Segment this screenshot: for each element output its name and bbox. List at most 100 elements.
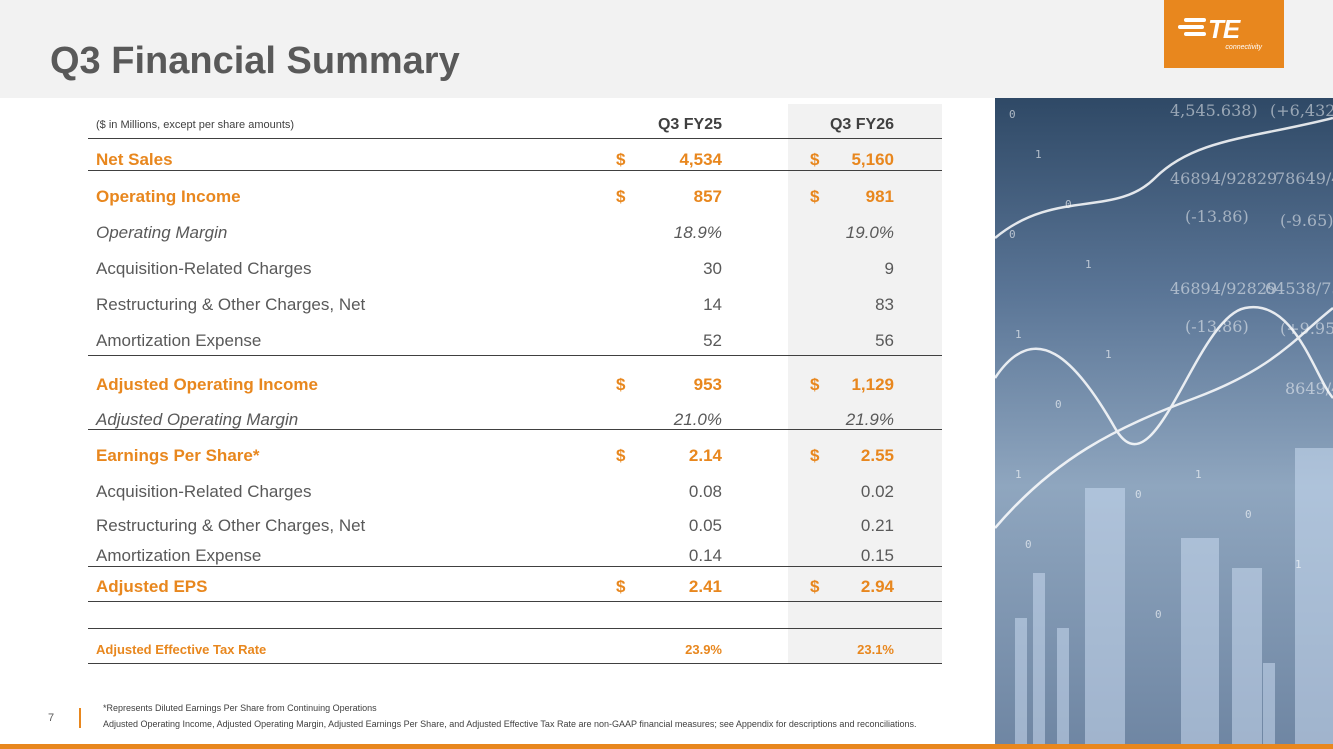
value-fy26: 83	[875, 295, 894, 314]
logo-subtext: connectivity	[1225, 44, 1262, 51]
row-label: Acquisition-Related Charges	[96, 259, 312, 278]
svg-text:46894/92829: 46894/92829	[1170, 279, 1277, 298]
value-fy26: 0.21	[860, 516, 894, 535]
row-label: Earnings Per Share*	[96, 446, 260, 465]
svg-text:8649/475: 8649/475	[1285, 379, 1333, 398]
svg-text:0: 0	[1135, 488, 1142, 501]
svg-text:1: 1	[1035, 148, 1042, 161]
value-fy25: 30	[703, 259, 722, 278]
value-fy26: 1,129	[851, 375, 894, 394]
logo-text: TE	[1208, 14, 1240, 44]
value-fy26: 19.0%	[845, 223, 894, 242]
divider	[88, 429, 942, 430]
value-fy26: 0.15	[860, 546, 894, 565]
svg-text:1: 1	[1105, 348, 1112, 361]
svg-text:64538/754: 64538/754	[1265, 279, 1333, 298]
svg-text:(+9.95): (+9.95)	[1280, 319, 1333, 338]
svg-text:(+6,432.65: (+6,432.65	[1270, 101, 1333, 120]
value-fy26: 2.94	[860, 577, 894, 596]
svg-text:0: 0	[1025, 538, 1032, 551]
financial-data-image: 0 1 0 0 1 1 1 0 1 0 0 1 0 1 0 4,545.638) (+6,432.6…	[995, 98, 1333, 745]
row-label: Adjusted Operating Income	[96, 375, 318, 394]
svg-text:0: 0	[1055, 398, 1062, 411]
divider	[88, 170, 942, 171]
row-label: Amortization Expense	[96, 546, 262, 565]
svg-text:(-13.86): (-13.86)	[1185, 317, 1249, 336]
svg-text:1: 1	[1195, 468, 1202, 481]
value-fy26: 23.1%	[857, 642, 894, 657]
footnote-non-gaap: Adjusted Operating Income, Adjusted Oper…	[103, 719, 917, 729]
divider	[88, 663, 942, 664]
value-fy26: 0.02	[860, 482, 894, 501]
table-header-row: ($ in Millions, except per share amounts…	[88, 104, 942, 138]
te-logo: TE connectivity	[1164, 0, 1284, 68]
svg-text:1: 1	[1085, 258, 1092, 271]
dollar-sign: $	[616, 187, 626, 206]
value-fy26: 2.55	[860, 446, 894, 465]
value-fy25: 18.9%	[673, 223, 722, 242]
column-header-q3fy26: Q3 FY26	[829, 116, 894, 133]
te-logo-icon	[1178, 18, 1206, 36]
row-label: Adjusted Effective Tax Rate	[96, 642, 267, 657]
dollar-sign: $	[616, 577, 626, 596]
footnote-eps: *Represents Diluted Earnings Per Share f…	[103, 703, 377, 713]
value-fy25: 21.0%	[673, 410, 722, 429]
dollar-sign: $	[810, 150, 820, 169]
dollar-sign: $	[810, 577, 820, 596]
svg-text:(-13.86): (-13.86)	[1185, 207, 1249, 226]
fy26-column-shade	[788, 104, 942, 664]
value-fy26: 9	[884, 259, 894, 278]
dollar-sign: $	[810, 187, 820, 206]
svg-text:78649/475: 78649/475	[1275, 169, 1333, 188]
row-label: Restructuring & Other Charges, Net	[96, 516, 366, 535]
divider	[88, 601, 942, 602]
svg-text:0: 0	[1009, 228, 1016, 241]
value-fy26: 5,160	[851, 150, 894, 169]
column-header-q3fy25: Q3 FY25	[657, 116, 722, 133]
svg-text:0: 0	[1065, 198, 1072, 211]
value-fy25: 4,534	[679, 150, 722, 169]
value-fy25: 0.05	[688, 516, 722, 535]
svg-text:(-9.65): (-9.65)	[1280, 211, 1333, 230]
value-fy25: 2.41	[688, 577, 722, 596]
value-fy25: 23.9%	[685, 642, 722, 657]
page-number: 7	[48, 712, 55, 724]
value-fy26: 21.9%	[845, 410, 894, 429]
row-label: Adjusted Operating Margin	[96, 410, 299, 429]
row-label: Adjusted EPS	[96, 577, 208, 596]
value-fy26: 56	[875, 331, 894, 350]
row-label: Operating Income	[96, 187, 241, 206]
dollar-sign: $	[616, 446, 626, 465]
svg-text:46894/92829: 46894/92829	[1170, 169, 1277, 188]
svg-text:1: 1	[1015, 328, 1022, 341]
page-separator	[79, 708, 81, 728]
svg-text:4,545.638): 4,545.638)	[1170, 101, 1258, 120]
value-fy25: 2.14	[688, 446, 722, 465]
dollar-sign: $	[616, 150, 626, 169]
divider	[88, 138, 942, 139]
value-fy25: 953	[693, 375, 722, 394]
header-band	[0, 0, 1333, 98]
svg-text:1: 1	[1295, 558, 1302, 571]
dollar-sign: $	[616, 375, 626, 394]
page-title: Q3 Financial Summary	[50, 40, 460, 82]
value-fy25: 52	[703, 331, 722, 350]
dollar-sign: $	[810, 375, 820, 394]
value-fy25: 0.14	[688, 546, 722, 565]
value-fy25: 14	[703, 295, 722, 314]
dollar-sign: $	[810, 446, 820, 465]
svg-text:0: 0	[1245, 508, 1252, 521]
row-label: Net Sales	[96, 150, 173, 169]
data-graphic-icon: 0 1 0 0 1 1 1 0 1 0 0 1 0 1 0 4,545.638) (+6,432.6…	[995, 101, 1333, 745]
divider	[88, 566, 942, 567]
unit-note: ($ in Millions, except per share amounts…	[96, 119, 295, 131]
row-label: Operating Margin	[96, 223, 228, 242]
svg-text:1: 1	[1015, 468, 1022, 481]
svg-text:0: 0	[1009, 108, 1016, 121]
row-label: Restructuring & Other Charges, Net	[96, 295, 366, 314]
divider	[88, 628, 942, 629]
value-fy25: 0.08	[688, 482, 722, 501]
bottom-accent-bar	[0, 744, 1333, 749]
value-fy25: 857	[693, 187, 722, 206]
divider	[88, 355, 942, 356]
